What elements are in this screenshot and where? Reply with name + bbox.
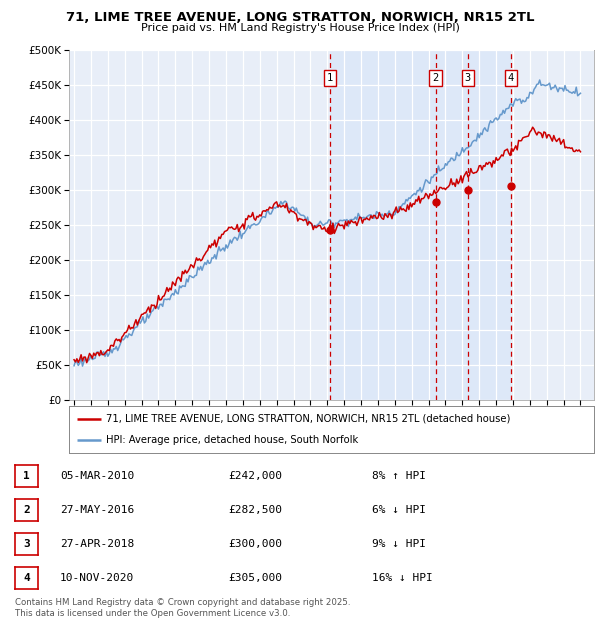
Text: Price paid vs. HM Land Registry's House Price Index (HPI): Price paid vs. HM Land Registry's House … [140, 23, 460, 33]
Text: 3: 3 [23, 539, 30, 549]
Bar [330, 50, 511, 400]
Text: £242,000: £242,000 [228, 471, 282, 481]
Text: 6% ↓ HPI: 6% ↓ HPI [372, 505, 426, 515]
Text: 8% ↑ HPI: 8% ↑ HPI [372, 471, 426, 481]
Text: £305,000: £305,000 [228, 573, 282, 583]
Text: 2: 2 [23, 505, 30, 515]
Text: 10-NOV-2020: 10-NOV-2020 [60, 573, 134, 583]
Text: 4: 4 [23, 573, 30, 583]
Text: £300,000: £300,000 [228, 539, 282, 549]
Text: 3: 3 [464, 73, 471, 82]
Text: Contains HM Land Registry data © Crown copyright and database right 2025.
This d: Contains HM Land Registry data © Crown c… [15, 598, 350, 618]
Text: 1: 1 [23, 471, 30, 481]
Text: £282,500: £282,500 [228, 505, 282, 515]
Text: 2: 2 [433, 73, 439, 82]
Text: 27-APR-2018: 27-APR-2018 [60, 539, 134, 549]
Text: 27-MAY-2016: 27-MAY-2016 [60, 505, 134, 515]
Text: 9% ↓ HPI: 9% ↓ HPI [372, 539, 426, 549]
Text: HPI: Average price, detached house, South Norfolk: HPI: Average price, detached house, Sout… [106, 435, 358, 445]
Text: 71, LIME TREE AVENUE, LONG STRATTON, NORWICH, NR15 2TL: 71, LIME TREE AVENUE, LONG STRATTON, NOR… [66, 11, 534, 24]
Text: 4: 4 [508, 73, 514, 82]
Text: 16% ↓ HPI: 16% ↓ HPI [372, 573, 433, 583]
Text: 71, LIME TREE AVENUE, LONG STRATTON, NORWICH, NR15 2TL (detached house): 71, LIME TREE AVENUE, LONG STRATTON, NOR… [106, 414, 510, 423]
Text: 05-MAR-2010: 05-MAR-2010 [60, 471, 134, 481]
Text: 1: 1 [327, 73, 334, 82]
